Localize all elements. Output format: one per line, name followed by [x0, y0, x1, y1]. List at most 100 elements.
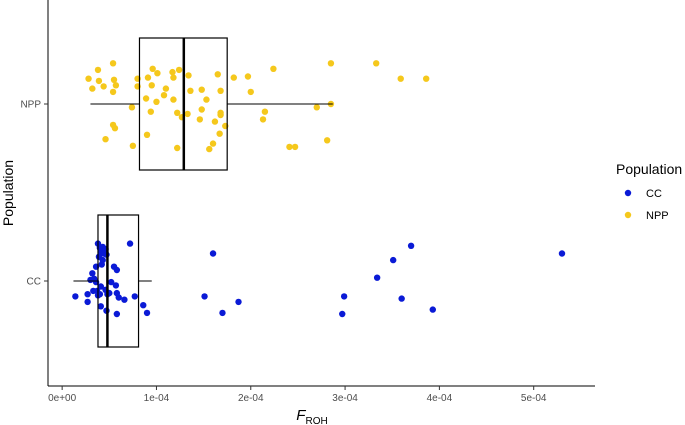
point-npp: [198, 106, 205, 113]
point-npp: [373, 60, 380, 67]
point-npp: [422, 75, 430, 82]
box-cc: [97, 214, 140, 348]
point-cc: [97, 283, 105, 290]
point-cc: [131, 293, 138, 300]
point-cc: [72, 293, 79, 300]
x-ticks: 0e+00 1e-04 2e-04 3e-04 4e-04 5e-04: [48, 386, 547, 404]
point-npp: [129, 142, 137, 149]
x-tick-label: 1e-04: [144, 393, 170, 404]
point-npp: [142, 95, 150, 102]
point-cc: [340, 293, 348, 300]
point-npp: [247, 88, 254, 96]
legend-swatch-cc: [624, 189, 632, 197]
point-npp: [148, 82, 155, 89]
point-cc: [373, 274, 381, 281]
point-npp: [244, 73, 252, 80]
x-tick-label: 3e-04: [332, 393, 358, 404]
point-npp: [313, 104, 320, 111]
point-npp: [196, 116, 204, 123]
x-axis-title-main: F: [296, 407, 306, 424]
point-cc: [113, 266, 121, 274]
point-npp: [153, 98, 160, 106]
point-cc: [121, 296, 128, 303]
point-cc: [84, 291, 91, 298]
point-npp: [397, 75, 404, 82]
point-cc: [84, 298, 91, 306]
point-npp: [95, 77, 103, 85]
point-npp: [147, 108, 154, 115]
point-npp: [259, 116, 267, 123]
point-npp: [85, 75, 92, 82]
point-npp: [143, 131, 151, 138]
point-npp: [112, 82, 120, 89]
point-cc: [235, 298, 242, 306]
point-npp: [216, 130, 223, 137]
point-npp: [203, 96, 210, 103]
point-npp: [184, 110, 191, 118]
point-npp: [230, 74, 237, 81]
point-cc: [209, 250, 217, 257]
point-npp: [160, 92, 168, 99]
legend-title: Population: [616, 161, 682, 177]
point-cc: [87, 276, 94, 284]
point-npp: [261, 108, 269, 115]
point-cc: [339, 310, 346, 318]
point-npp: [110, 76, 118, 84]
point-npp: [217, 87, 224, 95]
y-tick-label: CC: [27, 277, 41, 288]
box-layer: [73, 37, 333, 348]
point-cc: [115, 294, 122, 301]
point-npp: [214, 71, 221, 78]
point-npp: [144, 74, 152, 81]
point-cc: [143, 309, 151, 317]
x-tick-label: 2e-04: [238, 393, 264, 404]
point-npp: [109, 60, 117, 67]
point-npp: [128, 104, 136, 111]
point-npp: [89, 85, 96, 92]
y-ticks: CC NPP: [20, 100, 48, 288]
legend-label-npp: NPP: [646, 210, 669, 222]
point-npp: [94, 66, 102, 74]
point-npp: [154, 70, 161, 77]
point-cc: [140, 302, 147, 309]
point-npp: [323, 137, 331, 144]
point-cc: [113, 310, 121, 318]
x-axis-title-sub: ROH: [305, 416, 327, 425]
point-cc: [398, 295, 405, 302]
legend-label-cc: CC: [646, 188, 662, 200]
point-npp: [174, 144, 181, 152]
legend: Population CC NPP: [616, 161, 682, 222]
point-npp: [169, 68, 176, 76]
x-axis-title: FROH: [296, 407, 327, 425]
point-npp: [209, 140, 217, 147]
point-cc: [429, 306, 436, 313]
point-cc: [219, 309, 226, 317]
points-layer: [72, 60, 566, 318]
point-npp: [286, 143, 293, 151]
point-cc: [126, 240, 134, 247]
point-npp: [102, 136, 109, 143]
x-tick-label: 5e-04: [521, 393, 547, 404]
x-tick-label: 0e+00: [48, 393, 77, 404]
point-npp: [327, 60, 335, 67]
point-cc: [558, 250, 566, 257]
point-cc: [89, 270, 96, 277]
point-cc: [107, 278, 115, 286]
point-cc: [112, 282, 120, 289]
point-npp: [149, 65, 156, 73]
point-npp: [198, 86, 205, 93]
x-tick-label: 4e-04: [427, 393, 453, 404]
point-npp: [100, 83, 107, 90]
point-npp: [270, 65, 277, 73]
point-cc: [98, 261, 105, 268]
point-cc: [201, 293, 208, 300]
point-npp: [109, 88, 117, 96]
y-axis-title: Population: [0, 160, 16, 226]
point-npp: [211, 118, 219, 125]
point-npp: [185, 72, 192, 79]
point-npp: [170, 74, 177, 81]
point-cc: [407, 242, 415, 249]
point-npp: [187, 87, 194, 95]
point-cc: [97, 303, 105, 310]
